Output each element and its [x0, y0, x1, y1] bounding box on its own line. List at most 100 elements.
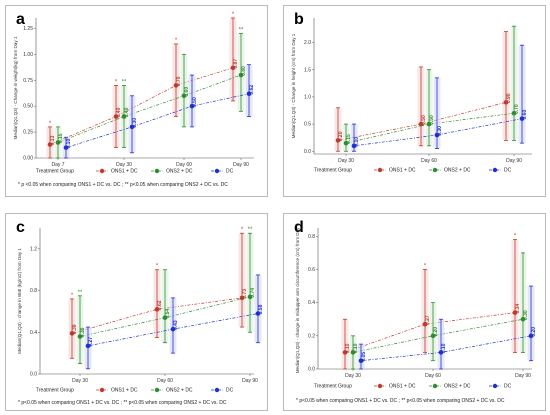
panel-label-c: c	[16, 219, 25, 236]
data-label: 0.30	[132, 118, 138, 128]
panel-label-d: d	[294, 219, 304, 236]
panel-label-b: b	[294, 11, 304, 28]
chart-a-svg: a 0.00 0.25 0.50 0.75 1.00 1.25 Median(Q1,Q3) -…	[13, 11, 255, 188]
footnote: * p<0.05 when comparing ONS1 + DC vs. DC…	[18, 400, 227, 406]
panel-b: b 0.0 0.5 1.0 1.5 2.0 Median(Q1,Q3) - Change i…	[283, 5, 546, 197]
data-point	[438, 350, 444, 355]
panel-d: d 0.0 0.2 0.4 0.6 0.8 Median(Q1,Q3) - change i…	[283, 213, 546, 411]
legend-marker	[377, 167, 383, 173]
data-label: 0.34	[515, 304, 521, 314]
data-label: 0.10	[441, 343, 447, 353]
series-line-2	[57, 74, 242, 143]
legend-item-label: ONS1 + DC	[111, 169, 138, 175]
chart-b-svg: b 0.0 0.5 1.0 1.5 2.0 Median(Q1,Q3) - Change i…	[291, 11, 532, 174]
data-label: 0.87	[233, 59, 239, 69]
series-line-1	[49, 67, 234, 145]
footnote: * p <0.05 when comparing ONS1 + DC vs. D…	[18, 182, 228, 188]
data-point	[519, 116, 525, 121]
data-point	[422, 321, 428, 327]
data-point	[335, 138, 341, 143]
panel-a: a 0.00 0.25 0.50 0.75 1.00 1.25 Median(Q1,Q3) -…	[5, 5, 268, 197]
y-tick-label: 0.0	[308, 367, 315, 373]
data-label: 0.20	[433, 327, 439, 337]
x-tick-label: Day 60	[425, 373, 441, 379]
data-label: 0.54	[165, 309, 171, 319]
data-point	[162, 315, 168, 320]
data-label: 0.15	[346, 134, 352, 144]
data-point	[154, 307, 160, 312]
legend-marker	[492, 167, 498, 173]
legend-item-label: DC	[226, 388, 234, 394]
data-point	[238, 72, 244, 78]
data-point	[129, 124, 135, 130]
data-label: 0.70	[514, 104, 520, 114]
significance-star-red: *	[156, 264, 159, 270]
y-tick-label: 0.75	[23, 78, 33, 84]
y-tick-label: 1.2	[30, 246, 37, 252]
data-point	[342, 350, 348, 355]
legend-item-label: ONS2 + DC	[444, 168, 471, 174]
footnote: * p<0.05 when comparing ONS1 + DC vs. DC…	[296, 398, 505, 404]
y-axis-label: Median(Q1,Q3) - Change in height (cm) fr…	[291, 33, 296, 138]
y-tick-label: 0.4	[308, 300, 315, 306]
data-point	[528, 333, 534, 339]
significance-star-green: **	[122, 79, 127, 85]
significance-star-red: *	[514, 234, 517, 240]
data-point	[47, 142, 53, 147]
y-tick-label: 1.0	[304, 94, 311, 100]
data-point	[430, 333, 436, 339]
x-tick-label: Day 30	[338, 158, 354, 164]
legend-marker	[154, 168, 160, 174]
data-point	[358, 358, 364, 364]
legend-marker	[492, 383, 498, 389]
significance-star-red: *	[49, 121, 52, 127]
y-tick-label: 1.5	[304, 67, 311, 73]
x-tick-label: Day 7	[51, 162, 64, 168]
data-point	[121, 114, 127, 119]
data-label: 0.90	[506, 93, 512, 103]
legend-marker	[432, 167, 438, 173]
y-tick-label: 0.6	[308, 267, 315, 273]
significance-star-red: *	[71, 293, 74, 299]
data-point	[418, 121, 424, 127]
data-point	[55, 140, 61, 145]
data-point	[189, 103, 195, 109]
series-line-2	[79, 296, 251, 337]
legend-item-label: DC	[504, 168, 512, 174]
data-label: 0.10	[345, 343, 351, 353]
x-tick-label: Day 60	[176, 162, 192, 168]
series-line-3	[65, 93, 250, 148]
x-tick-label: Day 90	[506, 158, 522, 164]
data-label: 0.60	[184, 87, 190, 97]
legend-marker	[432, 383, 438, 389]
legend-title: Treatment Group	[36, 388, 74, 394]
data-point	[230, 65, 236, 71]
data-label: 0.80	[241, 66, 247, 76]
legend-item-label: DC	[226, 169, 234, 175]
legend-item-label: ONS2 + DC	[166, 388, 193, 394]
series-line-3	[360, 335, 532, 362]
data-label: 0.73	[242, 289, 248, 299]
x-tick-label: Day 60	[157, 378, 173, 384]
data-point	[503, 100, 509, 105]
panel-label-a: a	[16, 11, 25, 28]
data-label: 0.15	[58, 133, 64, 143]
significance-star-red: *	[424, 263, 427, 269]
chart-c-svg: c 0.0 0.4 0.8 1.2 Median(Q1,Q3) - change in B…	[16, 219, 264, 406]
data-label: 0.27	[425, 315, 431, 325]
data-label: 0.10	[354, 137, 360, 147]
data-label: 0.74	[250, 288, 256, 298]
y-tick-label: 1.25	[23, 26, 33, 32]
data-point	[239, 295, 245, 301]
y-tick-label: 0.25	[23, 130, 33, 136]
data-point	[85, 343, 91, 349]
y-axis-label: Median(Q1,Q3) - Change in weight(kg) fro…	[13, 36, 18, 139]
panel-c: c 0.0 0.4 0.8 1.2 Median(Q1,Q3) - change in B…	[5, 213, 268, 411]
y-tick-label: 0.0	[304, 149, 311, 155]
data-point	[246, 91, 252, 97]
significance-star-green: **	[78, 290, 83, 296]
legend-marker	[99, 168, 105, 174]
y-tick-label: 0.8	[30, 288, 37, 294]
series-line-3	[353, 118, 523, 147]
data-label: 0.30	[437, 126, 443, 136]
